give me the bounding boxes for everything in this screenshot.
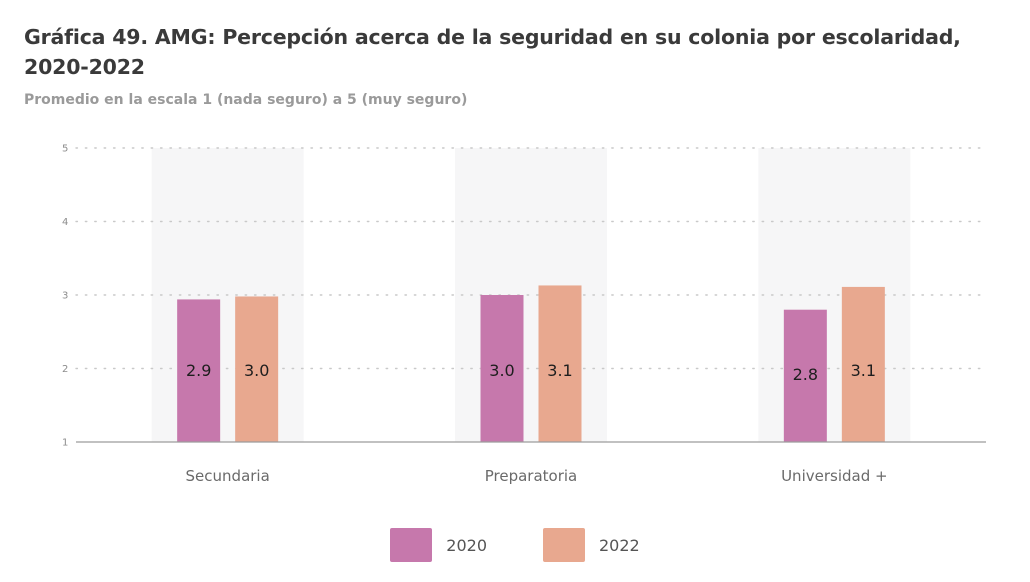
x-tick-label: Secundaria [186, 467, 270, 485]
y-tick-label: 3 [62, 291, 68, 302]
bar-2022 [235, 296, 279, 442]
legend-swatch-2020 [390, 528, 433, 562]
y-tick-label: 1 [62, 438, 68, 449]
legend-item-2022[interactable]: 2022 [543, 528, 640, 562]
bar-2022 [538, 285, 582, 442]
bar-2020 [177, 299, 221, 442]
data-label: 3.1 [547, 361, 572, 380]
data-label: 3.1 [851, 361, 876, 380]
y-axis-ticks: 1 2 3 4 5 [62, 144, 68, 449]
data-labels: 2.9 3.0 3.0 3.1 2.8 3.1 [186, 361, 876, 384]
y-tick-label: 5 [62, 144, 68, 155]
data-label: 2.8 [793, 365, 818, 384]
y-tick-label: 2 [62, 364, 68, 375]
legend-label-2020: 2020 [446, 535, 487, 555]
legend-swatch-2022 [543, 528, 585, 562]
gridlines [75, 147, 987, 370]
x-tick-label: Preparatoria [485, 467, 578, 485]
bars [177, 285, 885, 442]
legend: 2020 2022 [0, 528, 1030, 562]
chart-title: Gráfica 49. AMG: Percepción acerca de la… [24, 25, 961, 79]
bar-chart: 1 2 3 4 5 2.9 3.0 3.0 3.1 2.8 3.1 Secundaria Prepa… [62, 144, 987, 485]
bar-2022 [841, 286, 885, 442]
x-tick-label: Universidad + [781, 467, 887, 485]
data-label: 2.9 [186, 361, 211, 380]
legend-item-2020[interactable]: 2020 [390, 528, 487, 562]
y-tick-label: 4 [62, 217, 68, 228]
data-label: 3.0 [244, 361, 269, 380]
bar-2020 [480, 295, 524, 442]
x-axis-labels: Secundaria Preparatoria Universidad + [186, 467, 888, 485]
data-label: 3.0 [489, 361, 514, 380]
chart-subtitle: Promedio en la escala 1 (nada seguro) a … [24, 92, 468, 108]
bar-2020 [783, 309, 827, 442]
legend-label-2022: 2022 [599, 535, 640, 555]
